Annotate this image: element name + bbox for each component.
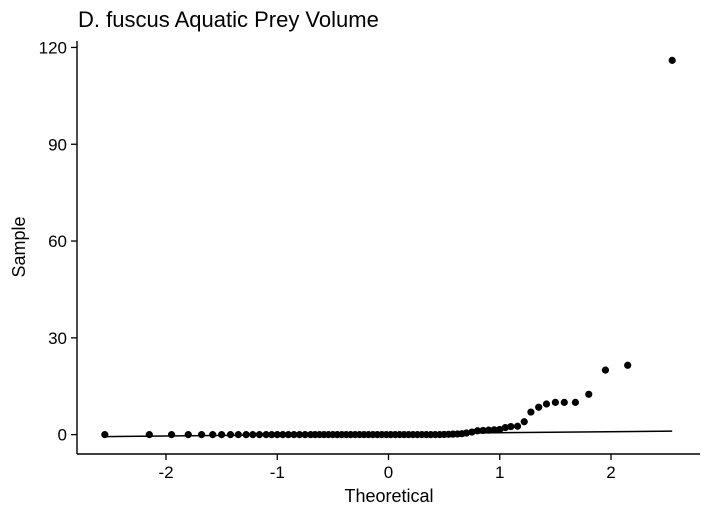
data-point <box>301 431 309 439</box>
data-point <box>268 431 276 439</box>
data-point <box>551 398 559 406</box>
x-tick-label: 1 <box>495 463 504 482</box>
data-point <box>279 431 287 439</box>
data-point <box>249 431 257 439</box>
data-point <box>496 425 504 434</box>
data-point <box>284 431 292 439</box>
y-tick-label: 0 <box>58 426 67 445</box>
data-point <box>601 366 610 374</box>
data-point <box>234 431 242 439</box>
data-point <box>479 426 487 435</box>
x-tick-label: 0 <box>384 463 393 482</box>
data-point <box>535 403 543 411</box>
data-point <box>167 431 176 439</box>
data-point <box>560 398 568 406</box>
data-point <box>527 408 535 416</box>
data-point <box>184 431 192 439</box>
plot-area <box>101 56 676 439</box>
data-point <box>101 431 109 439</box>
data-point <box>255 431 264 439</box>
data-point <box>198 431 206 439</box>
data-point <box>242 431 250 439</box>
data-point <box>218 431 226 439</box>
data-point <box>262 431 270 439</box>
y-axis-label: Sample <box>9 216 29 277</box>
x-tick-label: 2 <box>606 463 615 482</box>
y-tick-label: 90 <box>48 135 67 154</box>
data-point <box>507 422 515 431</box>
data-point <box>542 400 551 408</box>
data-point <box>490 426 498 434</box>
data-point <box>468 428 476 436</box>
x-axis-label: Theoretical <box>344 486 433 506</box>
x-tick-label: -2 <box>158 463 173 482</box>
data-point <box>273 431 281 439</box>
data-point <box>485 426 493 434</box>
data-point <box>513 422 522 430</box>
data-point <box>501 423 509 432</box>
data-point <box>290 431 298 439</box>
data-point <box>145 431 153 439</box>
data-point <box>585 390 593 398</box>
data-point <box>624 361 632 369</box>
data-point <box>462 429 470 437</box>
y-tick-label: 60 <box>48 232 67 251</box>
data-point <box>473 427 482 435</box>
data-point <box>226 431 235 439</box>
x-tick-label: -1 <box>270 463 285 482</box>
chart-title: D. fuscus Aquatic Prey Volume <box>78 7 379 32</box>
data-point <box>571 398 580 406</box>
y-tick-label: 30 <box>48 329 67 348</box>
data-point <box>295 431 304 439</box>
data-point <box>668 56 676 64</box>
y-tick-label: 120 <box>39 38 67 57</box>
data-point <box>209 431 217 439</box>
data-point <box>520 418 528 426</box>
